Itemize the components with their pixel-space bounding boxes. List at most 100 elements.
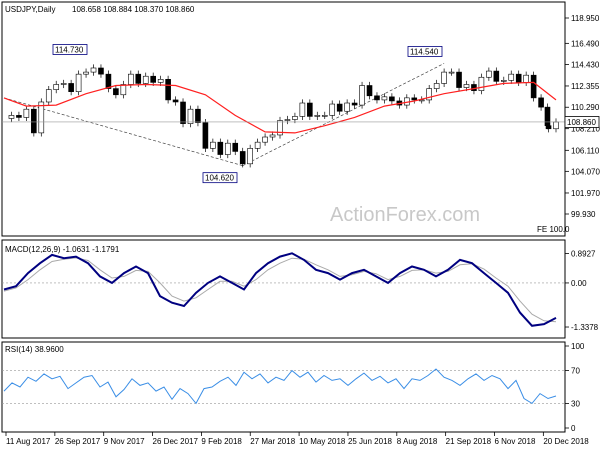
candle-body bbox=[254, 141, 261, 149]
candle-body bbox=[120, 84, 127, 96]
price-y-tick-label: 110.290 bbox=[571, 103, 600, 112]
candle-body bbox=[247, 148, 253, 165]
candle-body bbox=[426, 88, 432, 101]
x-tick-label: 27 Mar 2018 bbox=[250, 437, 295, 446]
x-tick-label: 26 Sep 2017 bbox=[55, 437, 101, 446]
price-title: USDJPY,Daily bbox=[5, 5, 56, 14]
candle-body bbox=[538, 97, 544, 108]
macd-y-tick-label: 0.8927 bbox=[571, 250, 596, 259]
price-y-tick-label: 114.430 bbox=[571, 61, 600, 70]
candle-body bbox=[232, 142, 239, 152]
macd-title: MACD(12,26,9) -1.0631 -1.1791 bbox=[5, 245, 120, 254]
x-tick-label: 11 Aug 2017 bbox=[6, 437, 51, 446]
candle-body bbox=[471, 84, 477, 91]
candle-body bbox=[299, 102, 306, 117]
macd-y-tick-label: -1.3378 bbox=[571, 323, 599, 332]
rsi-y-tick-label: 100 bbox=[571, 342, 585, 351]
x-tick-label: 10 May 2018 bbox=[299, 437, 346, 446]
candle-body bbox=[195, 108, 201, 123]
peak-label: 114.540 bbox=[410, 47, 439, 56]
candle-body bbox=[515, 73, 522, 83]
moving-average-line bbox=[3, 81, 557, 134]
candle-body bbox=[210, 141, 216, 149]
candle-body bbox=[16, 115, 22, 118]
candle-body bbox=[463, 84, 470, 88]
price-y-tick-label: 116.490 bbox=[571, 39, 600, 48]
candle-body bbox=[284, 119, 291, 121]
x-tick-label: 26 Dec 2017 bbox=[153, 437, 199, 446]
candle-body bbox=[456, 71, 462, 88]
candle-body bbox=[448, 71, 455, 74]
x-ticks: 11 Aug 2017 26 Sep 2017 9 Nov 2017 26 Dec 2… bbox=[5, 432, 589, 446]
candle-body bbox=[359, 85, 365, 106]
rsi-y-tick-label: 70 bbox=[571, 367, 580, 376]
peak-label: 104.620 bbox=[205, 174, 234, 183]
peak-label: 114.730 bbox=[55, 45, 84, 54]
candle-body bbox=[180, 101, 186, 124]
candle-body bbox=[344, 102, 350, 112]
candle-body bbox=[292, 116, 298, 120]
candle-body bbox=[545, 125, 552, 130]
x-tick-label: 21 Sep 2018 bbox=[446, 437, 492, 446]
candle-body bbox=[53, 84, 60, 90]
price-y-tick-label: 99.930 bbox=[571, 210, 596, 219]
candle-body bbox=[366, 85, 373, 97]
candle-body bbox=[45, 89, 52, 103]
candle-body bbox=[83, 71, 89, 75]
last-price-box bbox=[564, 116, 600, 128]
x-tick-label: 9 Feb 2018 bbox=[201, 437, 242, 446]
trend-line bbox=[242, 63, 445, 166]
candle-body bbox=[135, 73, 142, 84]
candle-body bbox=[486, 70, 492, 78]
candle-body bbox=[351, 102, 358, 106]
candle-body bbox=[523, 74, 529, 83]
candle-body bbox=[336, 103, 343, 112]
rsi-panel-frame bbox=[1, 341, 566, 433]
candle-body bbox=[142, 75, 149, 84]
candle-body bbox=[433, 83, 440, 89]
candles bbox=[8, 64, 559, 168]
price-y-tick-label: 112.355 bbox=[571, 82, 600, 91]
price-y-tick-label: 106.110 bbox=[571, 146, 600, 155]
candle-body bbox=[187, 108, 194, 124]
candle-body bbox=[418, 99, 425, 102]
candle-body bbox=[60, 83, 67, 85]
rsi-y-tick-label: 30 bbox=[571, 399, 580, 408]
candle-body bbox=[321, 115, 328, 117]
candle-body bbox=[329, 103, 336, 116]
candle-body bbox=[31, 108, 37, 134]
candle-body bbox=[23, 108, 30, 118]
candle-body bbox=[553, 121, 559, 130]
candle-body bbox=[381, 96, 388, 101]
candle-body bbox=[90, 67, 97, 73]
last-price-marker: 108.860 bbox=[2, 116, 600, 128]
candle-body bbox=[217, 141, 224, 155]
candle-body bbox=[172, 99, 179, 103]
candle-body bbox=[493, 70, 500, 82]
macd-y-ticks: 0.8927 0.00 -1.3378 bbox=[565, 250, 599, 332]
candle-body bbox=[239, 151, 246, 165]
candle-body bbox=[8, 115, 15, 119]
x-tick-label: 25 Jun 2018 bbox=[348, 437, 393, 446]
x-tick-label: 8 Aug 2018 bbox=[397, 437, 438, 446]
x-tick-label: 9 Nov 2017 bbox=[104, 437, 145, 446]
candle-body bbox=[269, 134, 276, 138]
candle-body bbox=[105, 73, 112, 89]
candle-body bbox=[389, 96, 395, 102]
peak-label-box bbox=[52, 44, 88, 55]
candle-body bbox=[75, 73, 82, 92]
rsi-title: RSI(14) 38.9600 bbox=[5, 345, 64, 354]
candle-body bbox=[113, 88, 119, 96]
candle-body bbox=[68, 83, 74, 92]
peak-label-box bbox=[202, 172, 238, 184]
price-y-tick-label: 104.070 bbox=[571, 167, 600, 176]
candle-body bbox=[374, 95, 380, 101]
candle-body bbox=[441, 71, 447, 84]
rsi-line bbox=[3, 368, 557, 405]
candle-body bbox=[38, 101, 45, 134]
macd-main-line bbox=[3, 252, 557, 327]
candle-body bbox=[500, 80, 507, 82]
price-y-tick-label: 118.950 bbox=[571, 14, 600, 23]
candle-body bbox=[544, 106, 551, 126]
